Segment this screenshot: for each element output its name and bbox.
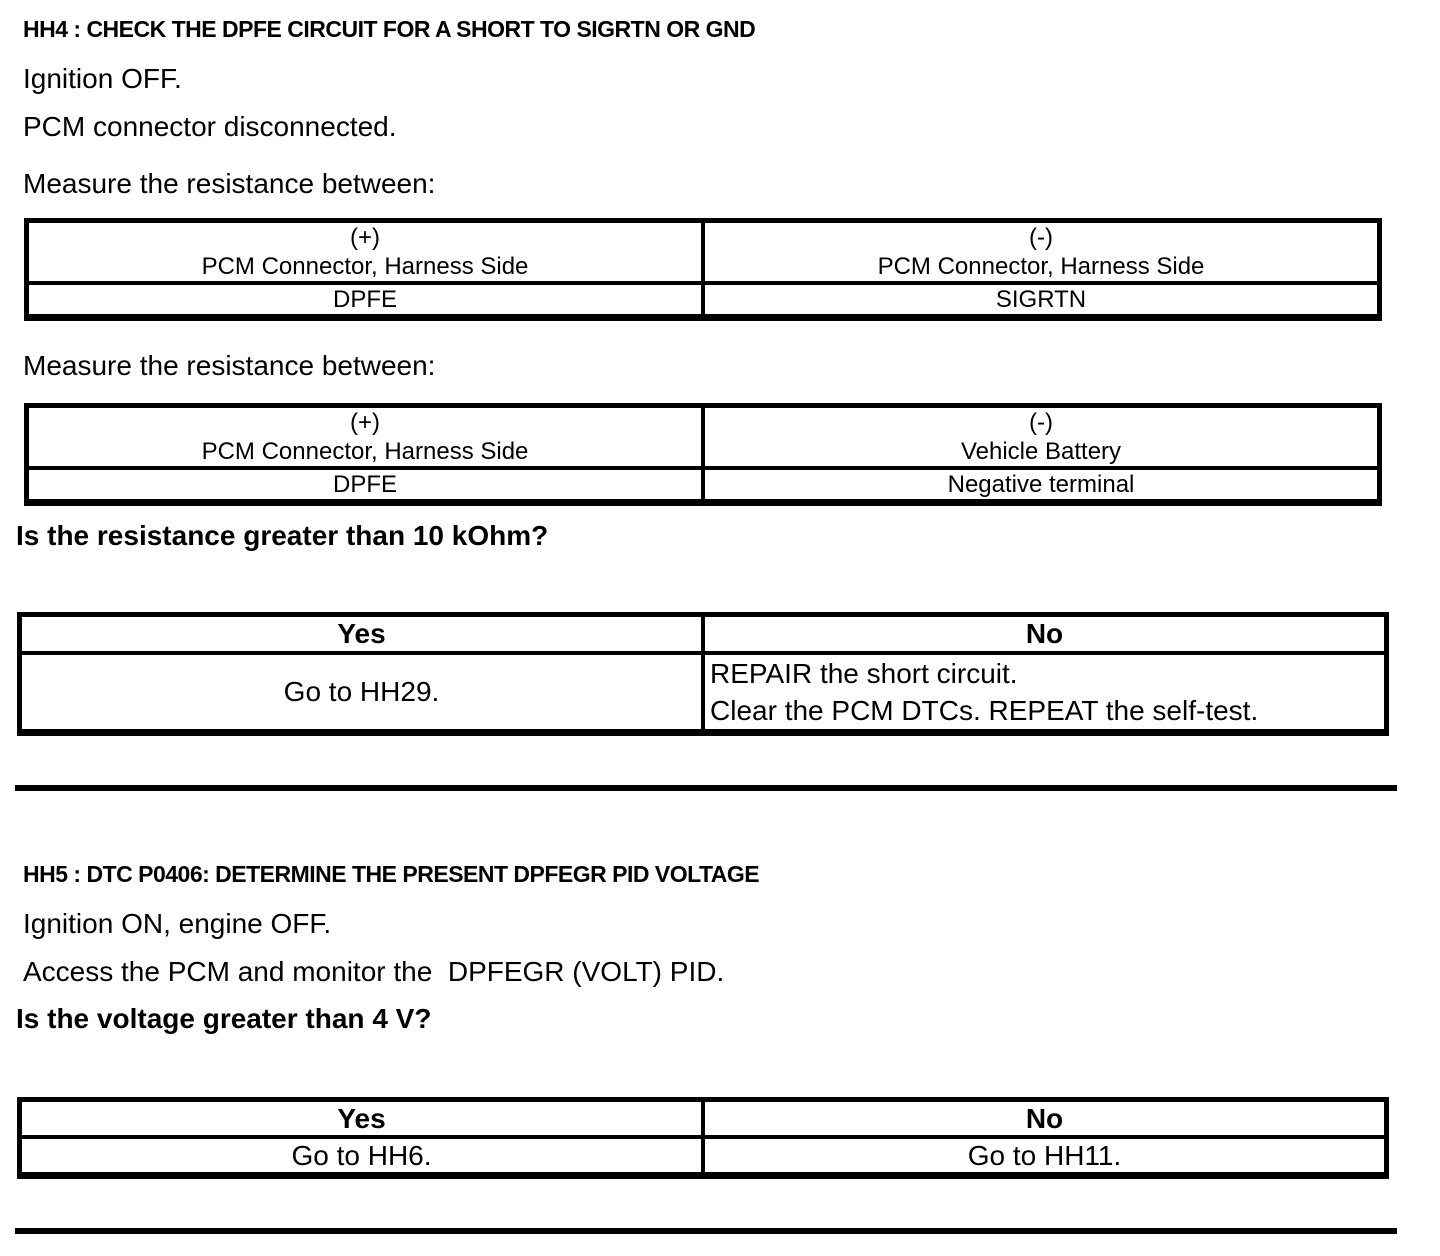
page-bottom-rule (15, 1228, 1397, 1234)
measure-table-dpfe-sigrtn: (+) PCM Connector, Harness Side (-) PCM … (24, 218, 1382, 321)
instruction-ignition-on: Ignition ON, engine OFF. (23, 908, 332, 939)
no-action-line-2: Clear the PCM DTCs. REPEAT the self-test… (710, 695, 1259, 726)
decision-header-row: Yes No (17, 1097, 1389, 1139)
plus-value-cell: DPFE (24, 281, 705, 320)
yes-action-cell: Go to HH29. (17, 651, 705, 735)
decision-action-row: Go to HH29. REPAIR the short circuit. Cl… (17, 651, 1389, 735)
no-header-cell: No (701, 612, 1389, 655)
measure-label-1: Measure the resistance between: (23, 168, 436, 199)
measure-table-dpfe-battery: (+) PCM Connector, Harness Side (-) Vehi… (24, 403, 1382, 506)
no-header-cell: No (701, 1097, 1389, 1139)
decision-action-row: Go to HH6. Go to HH11. (17, 1135, 1389, 1178)
instruction-access-pcm: Access the PCM and monitor the DPFEGR (V… (23, 956, 725, 987)
decision-table-hh5: Yes No Go to HH6. Go to HH11. (17, 1097, 1389, 1179)
yes-header-cell: Yes (17, 612, 705, 655)
question-resistance: Is the resistance greater than 10 kOhm? (16, 520, 549, 551)
plus-desc-label: PCM Connector, Harness Side (201, 438, 529, 465)
section-divider-rule (15, 785, 1397, 791)
minus-value-cell: Negative terminal (701, 466, 1382, 505)
plus-sign-label: (+) (350, 409, 380, 436)
measure-table-value-row: DPFE SIGRTN (24, 281, 1382, 320)
step-heading-hh5: HH5 : DTC P0406: DETERMINE THE PRESENT D… (23, 861, 760, 887)
minus-sign-label: (-) (1029, 409, 1053, 436)
measure-label-2: Measure the resistance between: (23, 350, 436, 381)
yes-action-cell: Go to HH6. (17, 1135, 705, 1178)
minus-value-cell: SIGRTN (701, 281, 1382, 320)
minus-header-cell: (-) Vehicle Battery (701, 403, 1382, 470)
decision-header-row: Yes No (17, 612, 1389, 655)
plus-header-cell: (+) PCM Connector, Harness Side (24, 218, 705, 285)
minus-desc-label: Vehicle Battery (960, 438, 1122, 465)
minus-header-cell: (-) PCM Connector, Harness Side (701, 218, 1382, 285)
instruction-ignition-off: Ignition OFF. (23, 63, 182, 94)
instruction-pcm-disconnected: PCM connector disconnected. (23, 111, 397, 142)
decision-table-hh4: Yes No Go to HH29. REPAIR the short circ… (17, 612, 1389, 736)
plus-desc-label: PCM Connector, Harness Side (201, 253, 529, 280)
no-action-line-1: REPAIR the short circuit. (710, 658, 1018, 689)
minus-desc-label: PCM Connector, Harness Side (877, 253, 1205, 280)
step-heading-hh4: HH4 : CHECK THE DPFE CIRCUIT FOR A SHORT… (23, 16, 756, 42)
question-voltage: Is the voltage greater than 4 V? (16, 1003, 432, 1034)
no-action-cell: REPAIR the short circuit. Clear the PCM … (701, 651, 1389, 735)
minus-sign-label: (-) (1029, 224, 1053, 251)
plus-sign-label: (+) (350, 224, 380, 251)
no-action-cell: Go to HH11. (701, 1135, 1389, 1178)
measure-table-value-row: DPFE Negative terminal (24, 466, 1382, 505)
measure-table-header-row: (+) PCM Connector, Harness Side (-) PCM … (24, 218, 1382, 285)
measure-table-header-row: (+) PCM Connector, Harness Side (-) Vehi… (24, 403, 1382, 470)
plus-header-cell: (+) PCM Connector, Harness Side (24, 403, 705, 470)
yes-header-cell: Yes (17, 1097, 705, 1139)
plus-value-cell: DPFE (24, 466, 705, 505)
